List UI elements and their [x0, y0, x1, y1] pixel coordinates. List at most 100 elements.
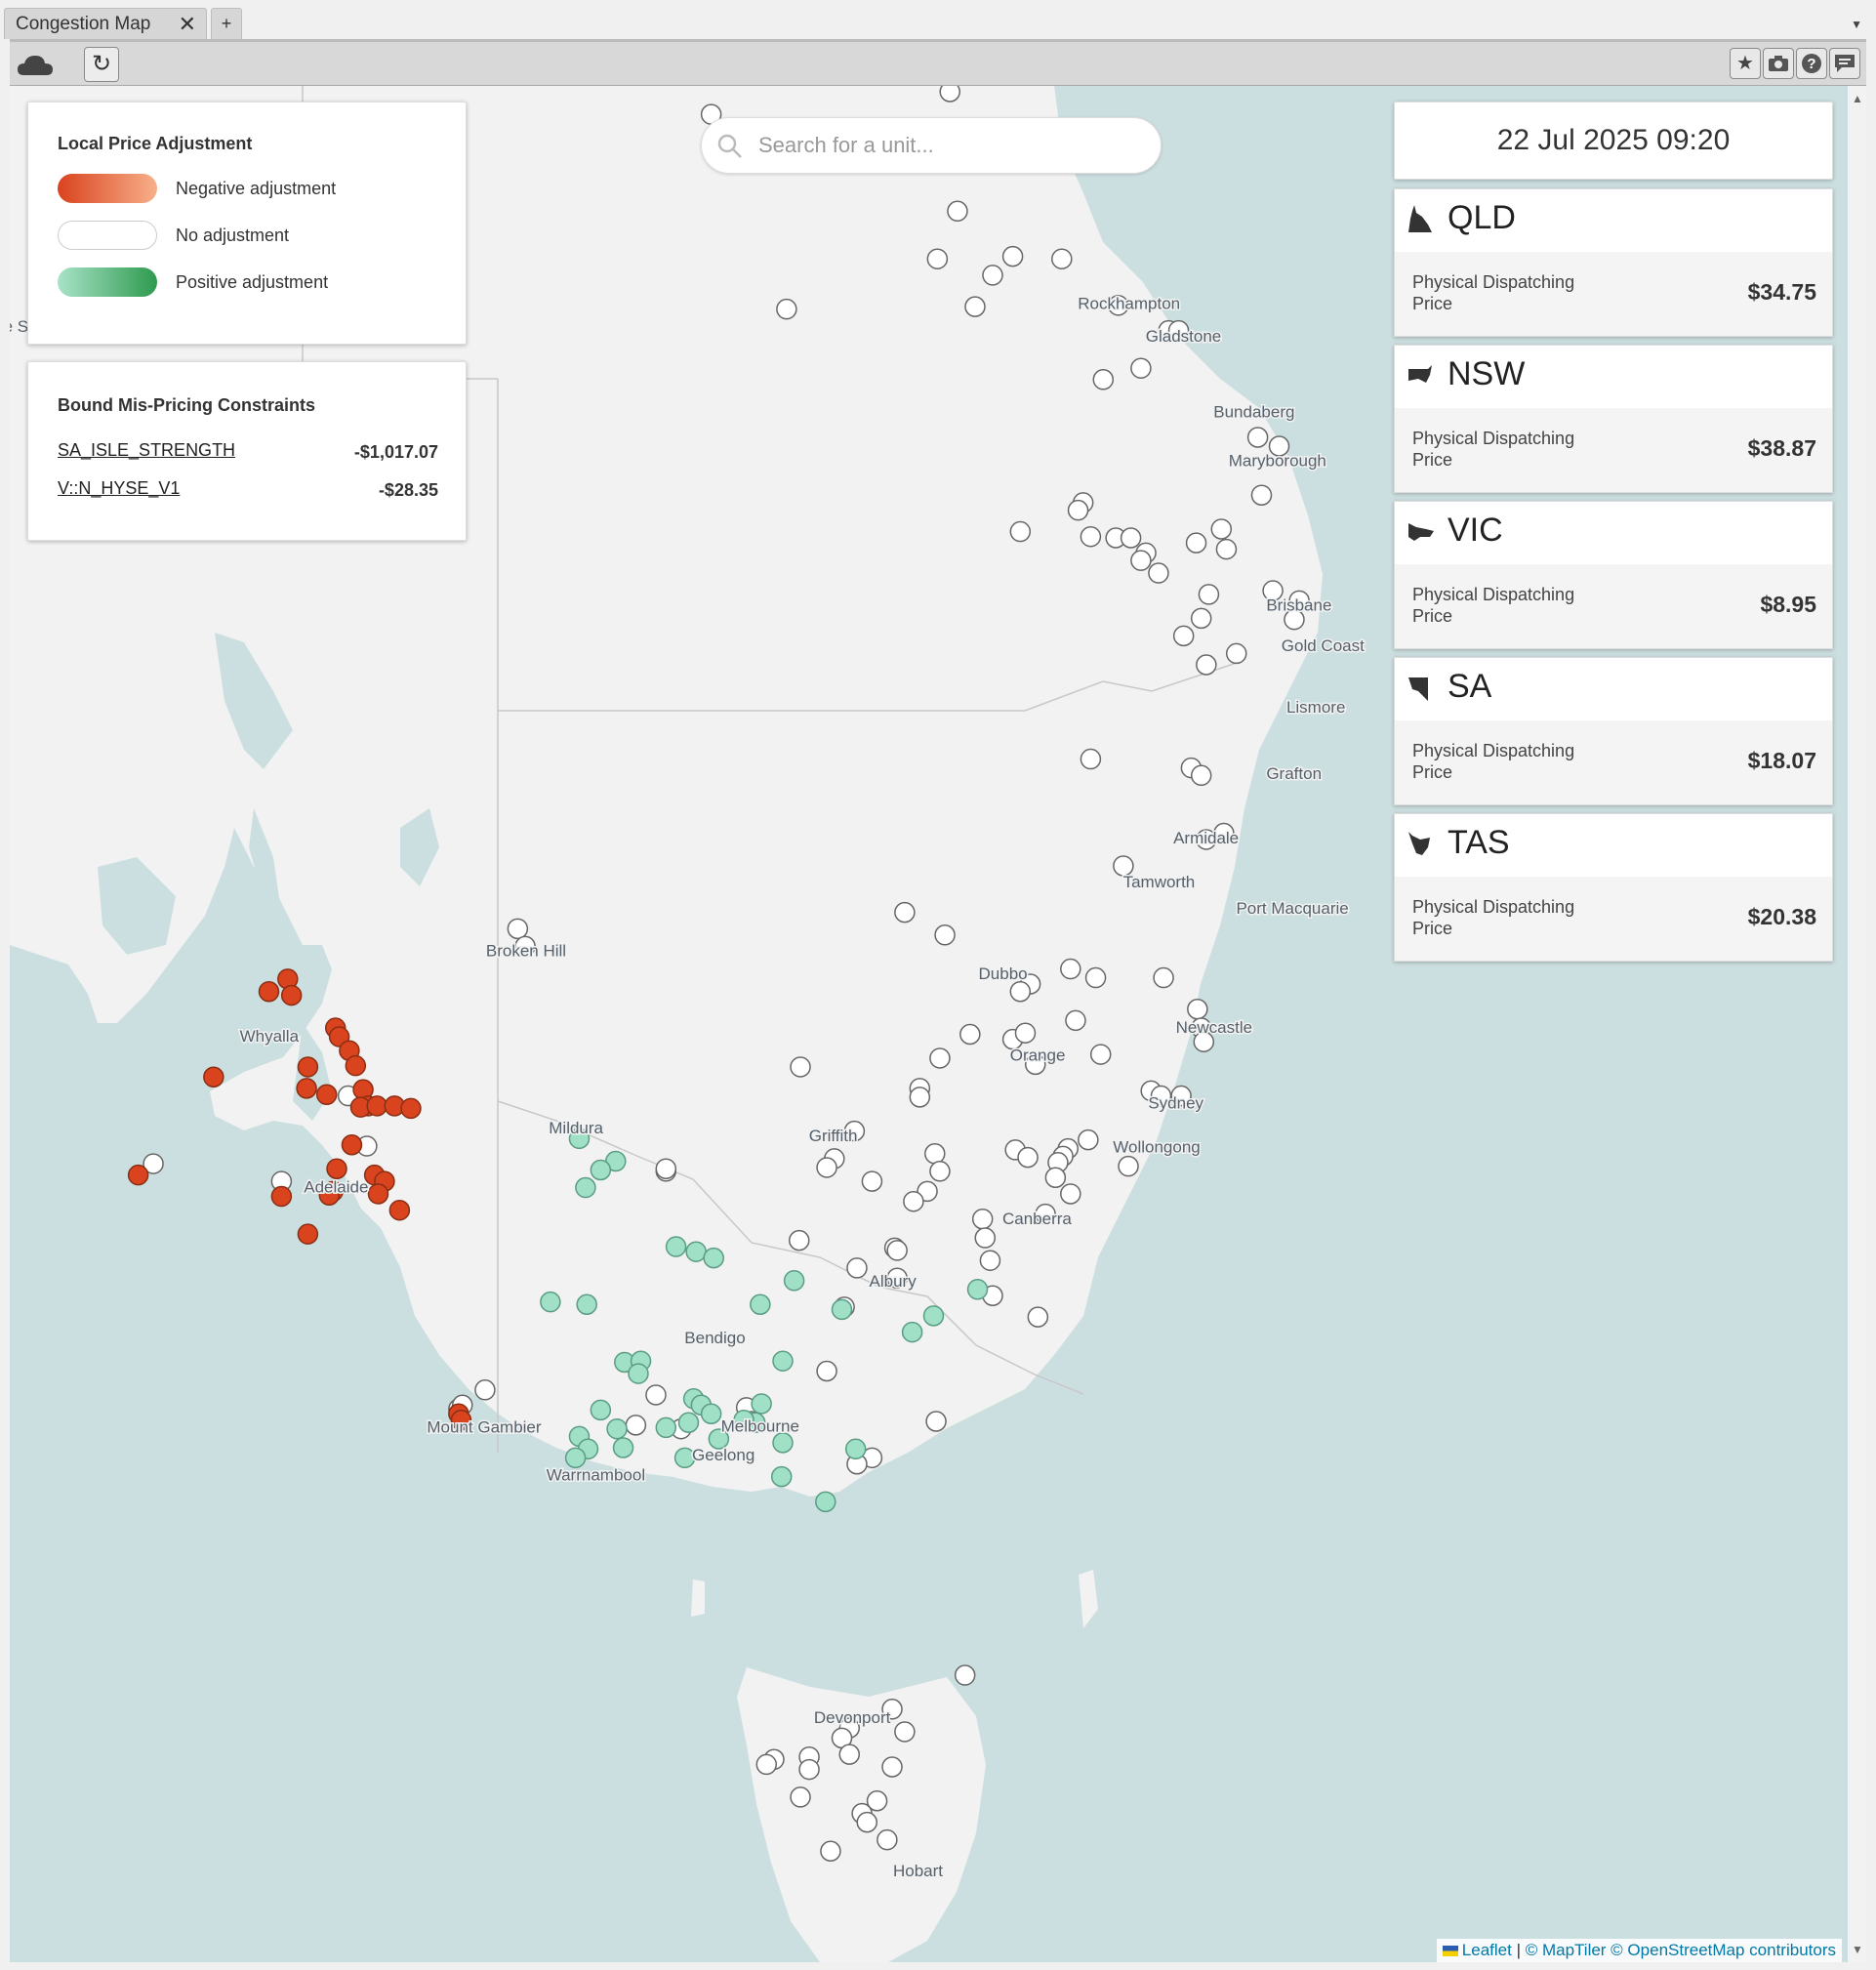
unit-marker-no-adjustment[interactable] — [1065, 1009, 1086, 1032]
unit-marker-no-adjustment[interactable] — [886, 1240, 908, 1261]
unit-marker-no-adjustment[interactable] — [1185, 532, 1207, 554]
unit-marker-no-adjustment[interactable] — [974, 1227, 997, 1249]
region-card-sa[interactable]: SA Physical Dispatching Price $18.07 — [1394, 657, 1833, 805]
unit-marker-no-adjustment[interactable] — [903, 1190, 924, 1212]
unit-marker-negative[interactable] — [366, 1095, 387, 1117]
leaflet-link[interactable]: Leaflet — [1461, 1941, 1512, 1959]
unit-marker-negative[interactable] — [341, 1134, 363, 1156]
reload-icon[interactable]: ↻ — [84, 47, 119, 82]
scroll-up-icon[interactable]: ▲ — [1852, 92, 1863, 105]
unit-marker-no-adjustment[interactable] — [1187, 998, 1208, 1020]
congestion-map[interactable]: Rockhampton Gladstone Bundaberg Maryborough… — [10, 86, 1848, 1962]
unit-marker-positive[interactable] — [922, 1305, 945, 1327]
unit-marker-no-adjustment[interactable] — [1051, 248, 1073, 269]
new-tab-button[interactable]: + — [211, 8, 242, 39]
unit-marker-no-adjustment[interactable] — [1084, 966, 1107, 989]
unit-marker-no-adjustment[interactable] — [1014, 1022, 1037, 1044]
unit-marker-no-adjustment[interactable] — [1035, 1203, 1056, 1225]
unit-marker-no-adjustment[interactable] — [1092, 369, 1115, 390]
unit-marker-no-adjustment[interactable] — [1078, 1129, 1099, 1151]
search-input[interactable] — [758, 130, 1139, 161]
unit-marker-positive[interactable] — [590, 1159, 612, 1181]
unit-marker-negative[interactable] — [297, 1223, 319, 1245]
unit-marker-no-adjustment[interactable] — [625, 1415, 647, 1436]
unit-marker-no-adjustment[interactable] — [1148, 562, 1169, 584]
unit-marker-negative[interactable] — [270, 1185, 293, 1208]
unit-marker-no-adjustment[interactable] — [1130, 357, 1152, 379]
unit-marker-no-adjustment[interactable] — [1067, 499, 1089, 521]
unit-marker-no-adjustment[interactable] — [1009, 980, 1032, 1003]
unit-marker-no-adjustment[interactable] — [1025, 1053, 1046, 1076]
region-card-qld[interactable]: QLD Physical Dispatching Price $34.75 — [1394, 188, 1833, 337]
unit-marker-no-adjustment[interactable] — [776, 298, 797, 320]
unit-marker-no-adjustment[interactable] — [1027, 1306, 1049, 1328]
unit-marker-no-adjustment[interactable] — [894, 901, 916, 923]
cloud-icon[interactable] — [18, 54, 53, 77]
unit-marker-positive[interactable] — [966, 1279, 989, 1300]
unit-marker-no-adjustment[interactable] — [1172, 625, 1195, 647]
unit-marker-no-adjustment[interactable] — [1009, 520, 1032, 543]
unit-marker-no-adjustment[interactable] — [1080, 525, 1102, 548]
unit-marker-no-adjustment[interactable] — [838, 1744, 860, 1765]
unit-marker-positive[interactable] — [901, 1321, 923, 1343]
unit-marker-no-adjustment[interactable] — [909, 1087, 931, 1108]
unit-marker-no-adjustment[interactable] — [877, 1828, 898, 1851]
unit-marker-no-adjustment[interactable] — [1060, 958, 1081, 980]
unit-marker-no-adjustment[interactable] — [507, 918, 529, 940]
unit-marker-positive[interactable] — [606, 1417, 628, 1440]
unit-marker-no-adjustment[interactable] — [894, 1721, 916, 1743]
unit-marker-no-adjustment[interactable] — [926, 248, 949, 269]
unit-marker-positive[interactable] — [772, 1350, 794, 1372]
unit-marker-no-adjustment[interactable] — [1196, 829, 1217, 850]
unit-marker-positive[interactable] — [655, 1416, 677, 1439]
unit-marker-no-adjustment[interactable] — [1210, 518, 1233, 540]
unit-marker-negative[interactable] — [345, 1054, 367, 1077]
unit-marker-no-adjustment[interactable] — [856, 1811, 878, 1833]
tab-congestion-map[interactable]: Congestion Map ✕ — [4, 8, 207, 39]
unit-marker-positive[interactable] — [733, 1409, 754, 1431]
scroll-down-icon[interactable]: ▼ — [1852, 1943, 1863, 1956]
unit-marker-no-adjustment[interactable] — [1190, 607, 1212, 630]
unit-marker-no-adjustment[interactable] — [1089, 1044, 1112, 1065]
unit-marker-no-adjustment[interactable] — [1268, 435, 1290, 457]
unit-marker-positive[interactable] — [708, 1428, 730, 1450]
unit-marker-no-adjustment[interactable] — [979, 1250, 1001, 1271]
unit-marker-no-adjustment[interactable] — [939, 86, 960, 103]
unit-marker-no-adjustment[interactable] — [959, 1023, 981, 1046]
unit-marker-no-adjustment[interactable] — [788, 1229, 810, 1252]
unit-marker-negative[interactable] — [326, 1158, 347, 1179]
close-tab-icon[interactable]: ✕ — [178, 12, 196, 36]
unit-marker-negative[interactable] — [315, 1084, 338, 1106]
unit-marker-positive[interactable] — [665, 1236, 687, 1257]
unit-marker-positive[interactable] — [772, 1432, 794, 1454]
unit-marker-no-adjustment[interactable] — [1225, 642, 1247, 665]
unit-marker-no-adjustment[interactable] — [1215, 538, 1238, 560]
unit-marker-no-adjustment[interactable] — [881, 1699, 903, 1720]
unit-marker-no-adjustment[interactable] — [924, 1143, 946, 1165]
tab-menu-chevron-icon[interactable]: ▼ — [1851, 18, 1862, 31]
unit-marker-positive[interactable] — [831, 1298, 853, 1321]
unit-marker-no-adjustment[interactable] — [929, 1047, 951, 1069]
unit-marker-negative[interactable] — [388, 1199, 411, 1221]
unit-marker-no-adjustment[interactable] — [798, 1758, 820, 1781]
unit-marker-no-adjustment[interactable] — [846, 1257, 868, 1279]
unit-marker-positive[interactable] — [815, 1491, 836, 1513]
unit-marker-no-adjustment[interactable] — [1130, 550, 1152, 571]
unit-marker-no-adjustment[interactable] — [790, 1786, 811, 1808]
unit-marker-no-adjustment[interactable] — [655, 1158, 677, 1179]
unit-marker-no-adjustment[interactable] — [1190, 764, 1212, 787]
star-icon[interactable]: ★ — [1730, 48, 1761, 79]
unit-marker-positive[interactable] — [770, 1465, 793, 1488]
unit-marker-no-adjustment[interactable] — [1196, 654, 1217, 676]
unit-marker-positive[interactable] — [628, 1363, 649, 1384]
unit-marker-negative[interactable] — [318, 1184, 341, 1207]
unit-marker-positive[interactable] — [750, 1293, 771, 1316]
unit-marker-no-adjustment[interactable] — [1198, 584, 1220, 605]
unit-marker-no-adjustment[interactable] — [881, 1756, 903, 1778]
unit-marker-negative[interactable] — [203, 1066, 224, 1088]
unit-marker-negative[interactable] — [258, 980, 280, 1003]
unit-marker-negative[interactable] — [296, 1078, 317, 1099]
unit-marker-positive[interactable] — [612, 1437, 634, 1458]
unit-marker-positive[interactable] — [564, 1447, 587, 1469]
help-icon[interactable]: ? — [1796, 48, 1827, 79]
